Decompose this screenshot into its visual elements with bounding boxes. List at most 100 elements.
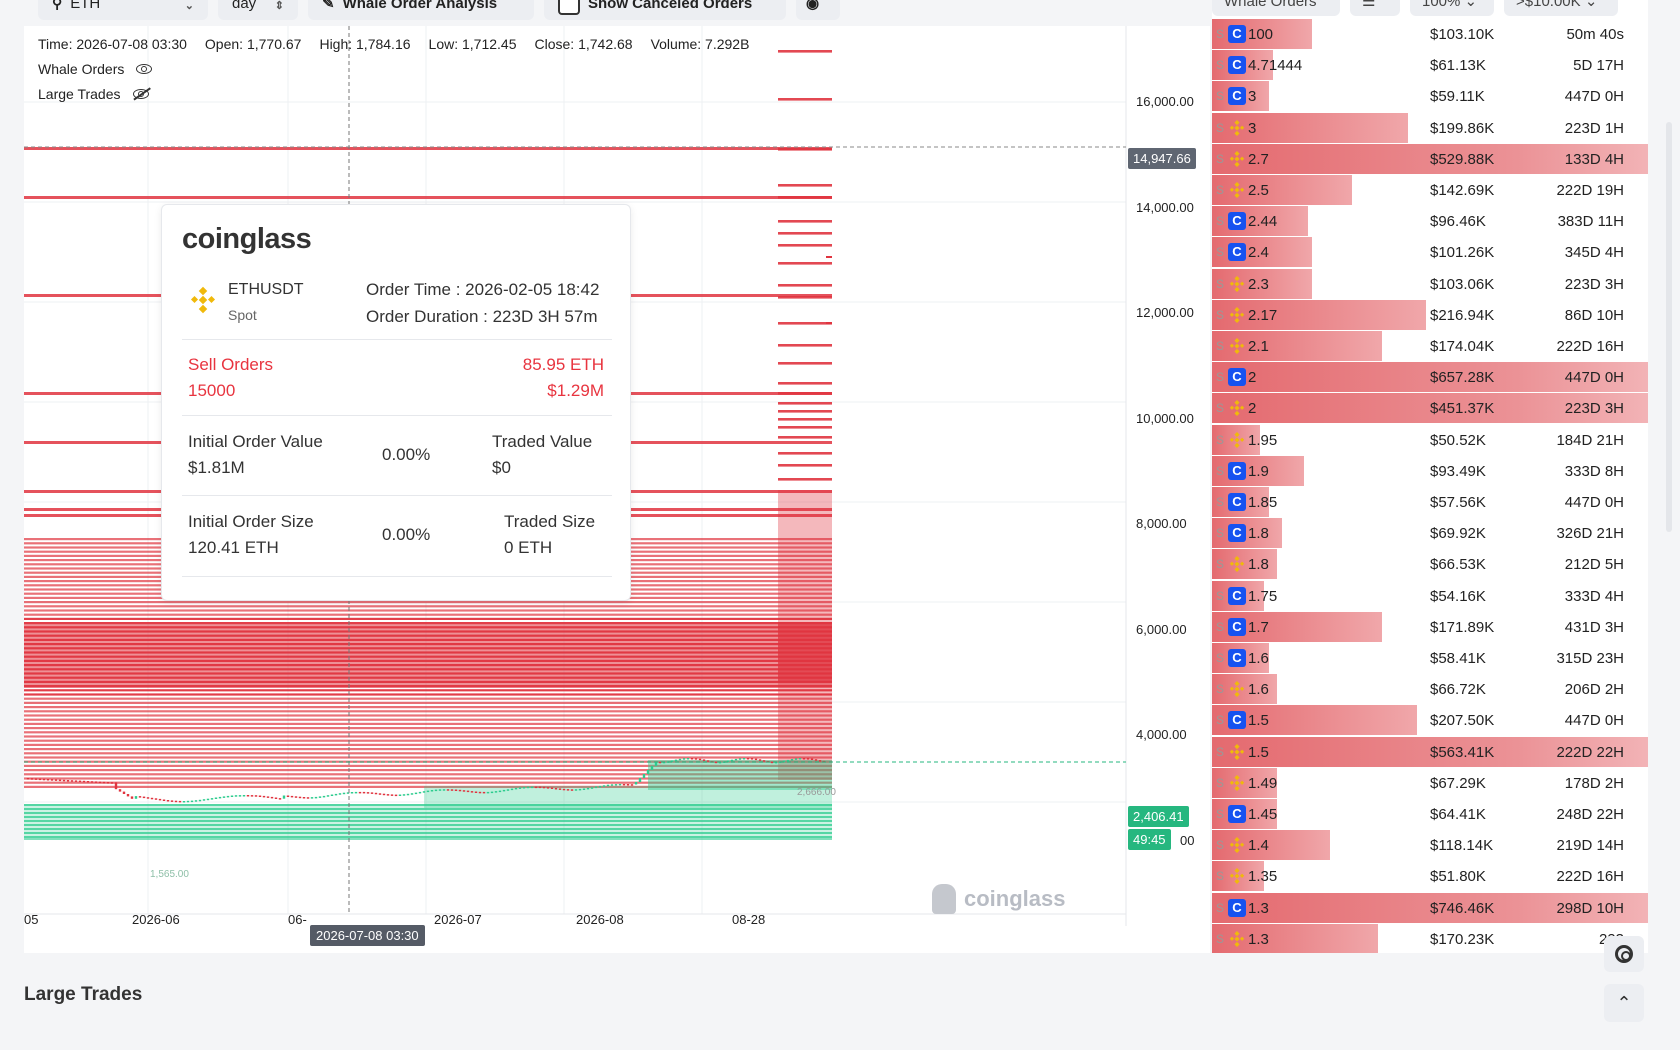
price-candle (638, 778, 642, 782)
order-duration: 431D 3H (1564, 618, 1624, 636)
sell-side-marker: S (1216, 58, 1225, 73)
order-value: $61.13K (1430, 57, 1486, 75)
whale-order-row[interactable]: S 1.4 $118.14K 219D 14H (1212, 830, 1648, 861)
tooltip-brand: coinglass (182, 223, 312, 255)
whale-order-row[interactable]: S1.3$170.23K223 (1212, 923, 1648, 953)
sell-order-short (778, 410, 832, 413)
chart-toolbar: ⚲ ETH ⌄ 1 day ⇕ ✎ Whale Order Analysis S… (38, 0, 840, 20)
whale-order-row[interactable]: S 2.5 $142.69K 222D 19H (1212, 175, 1648, 206)
price-candle (42, 778, 46, 781)
tooltip-order-time: Order Time : 2026-02-05 18:42 (366, 280, 600, 299)
tooltip-initial-value-label: Initial Order Value (188, 432, 323, 451)
price-candle (394, 794, 398, 797)
price-candle (130, 796, 134, 799)
binance-icon (1229, 930, 1245, 947)
binance-icon (1229, 556, 1245, 573)
eye-icon[interactable] (136, 64, 153, 74)
whale-order-row[interactable]: S 2.3 $103.06K 223D 3H (1212, 268, 1648, 300)
price-candle (386, 794, 390, 796)
sell-order-short (778, 50, 832, 53)
price-candle (578, 788, 582, 791)
legend-whale-orders[interactable]: Whale Orders (38, 61, 153, 77)
whale-order-row[interactable]: S C 1.7 $171.89K 431D 3H (1212, 611, 1648, 643)
coinbase-icon: C (1228, 368, 1246, 387)
whale-order-row[interactable]: S C 2 $657.28K 447D 0H (1212, 362, 1648, 393)
whale-order-row[interactable]: S 1.8 $66.53K 212D 5H (1212, 549, 1648, 580)
palette-button[interactable]: ◉ (796, 0, 840, 20)
gear-icon (1615, 945, 1633, 963)
coinbase-icon: C (1228, 25, 1246, 43)
eye-off-icon[interactable] (132, 89, 149, 99)
sell-side-marker: S (1216, 869, 1225, 884)
whale-order-row[interactable]: S C 2.44 $96.46K 383D 11H (1212, 206, 1648, 237)
whale-order-row[interactable]: S 2.1 $174.04K 222D 16H (1212, 331, 1648, 362)
min-value-select[interactable]: >$10.00K ⌄ (1504, 0, 1618, 16)
whale-order-row[interactable]: S C 1.6 $58.41K 315D 23H (1212, 643, 1648, 674)
whale-order-row[interactable]: S C 1.85 $57.56K 447D 0H (1212, 487, 1648, 518)
settings-button[interactable] (1604, 936, 1644, 972)
order-duration: 447D 0H (1564, 494, 1624, 511)
whale-order-row[interactable]: S C 1.3 $746.46K 298D 10H (1212, 892, 1648, 924)
whale-order-row[interactable]: S 2.17 $216.94K 86D 10H (1212, 299, 1648, 331)
chart-panel[interactable]: Time: 2026-07-08 03:30 Open: 1,770.67 Hi… (24, 26, 1210, 953)
order-value: $96.46K (1430, 213, 1486, 231)
whale-order-analysis-button[interactable]: ✎ Whale Order Analysis (308, 0, 534, 20)
order-price: 2.4 (1248, 244, 1269, 262)
interval-select[interactable]: 1 day ⇕ (218, 0, 298, 20)
price-candle (454, 789, 458, 791)
whale-order-row[interactable]: S C 1.5 $207.50K 447D 0H (1212, 705, 1648, 736)
filter-button[interactable]: ☰ (1350, 0, 1400, 16)
whale-order-row[interactable]: S 1.6 $66.72K 206D 2H (1212, 674, 1648, 705)
whale-order-row[interactable]: S 3 $199.86K 223D 1H (1212, 112, 1648, 144)
whale-order-row[interactable]: S C 1.8 $69.92K 326D 21H (1212, 518, 1648, 549)
whale-order-row[interactable]: S C 3 $59.11K 447D 0H (1212, 81, 1648, 112)
price-candle (642, 774, 646, 778)
whale-order-row[interactable]: S C 4.71444 $61.13K 5D 17H (1212, 50, 1648, 81)
whale-order-row[interactable]: S 1.49 $67.29K 178D 2H (1212, 767, 1648, 799)
price-candle (462, 790, 466, 792)
scrollbar[interactable] (1666, 122, 1672, 532)
whale-order-row[interactable]: S C 2.4 $101.26K 345D 4H (1212, 237, 1648, 268)
whale-order-row[interactable]: S 1.5 $563.41K 222D 22H (1212, 736, 1648, 768)
price-candle (598, 785, 602, 788)
price-candle (582, 788, 586, 790)
order-value: $69.92K (1430, 525, 1486, 543)
order-value: $207.50K (1430, 712, 1495, 730)
whale-order-row[interactable]: S C 1.9 $93.49K 333D 8H (1212, 455, 1648, 487)
coin-select[interactable]: ⚲ ETH ⌄ (38, 0, 208, 20)
price-candle (774, 761, 778, 764)
order-duration: 248D 22H (1556, 806, 1624, 823)
price-candle (514, 787, 518, 790)
checkbox-icon[interactable] (558, 0, 580, 15)
whale-order-row[interactable]: S C 1.75 $54.16K 333D 4H (1212, 580, 1648, 612)
sell-side-marker: S (1216, 432, 1225, 447)
price-candle (674, 759, 678, 762)
sell-order-wall (24, 773, 832, 776)
order-duration: 206D 2H (1564, 681, 1624, 699)
order-price: 1.4 (1248, 837, 1269, 855)
legend-large-trades[interactable]: Large Trades (38, 86, 149, 102)
whale-order-row[interactable]: S C 100 $103.10K 50m 40s (1212, 19, 1648, 50)
price-candle (190, 800, 194, 803)
whale-order-row[interactable]: S C 1.45 $64.41K 248D 22H (1212, 799, 1648, 830)
x-tick: 2026-08 (576, 912, 624, 927)
x-tick: 2026-06 (132, 912, 180, 927)
ruler-icon: ✎ (322, 0, 335, 12)
price-candle (814, 759, 818, 761)
order-duration: 345D 4H (1564, 244, 1624, 262)
sell-order-wall (24, 617, 832, 620)
price-candle (682, 758, 686, 760)
whale-order-row[interactable]: S 2.7 $529.88K 133D 4H (1212, 143, 1648, 175)
y-tick: 12,000.00 (1136, 305, 1194, 320)
whale-order-row[interactable]: S 1.35 $51.80K 222D 16H (1212, 861, 1648, 892)
scroll-top-button[interactable]: ⌃ (1604, 984, 1644, 1022)
whale-order-row[interactable]: S 2 $451.37K 223D 3H (1212, 393, 1648, 424)
order-price: 1.3 (1248, 930, 1269, 948)
percent-select[interactable]: 100% ⌄ (1410, 0, 1494, 16)
whale-order-row[interactable]: S 1.95 $50.52K 184D 21H (1212, 424, 1648, 456)
divider (182, 495, 612, 496)
price-candle (726, 760, 730, 763)
show-canceled-orders-toggle[interactable]: Show Canceled Orders (544, 0, 786, 20)
sell-side-marker: S (1216, 651, 1225, 665)
